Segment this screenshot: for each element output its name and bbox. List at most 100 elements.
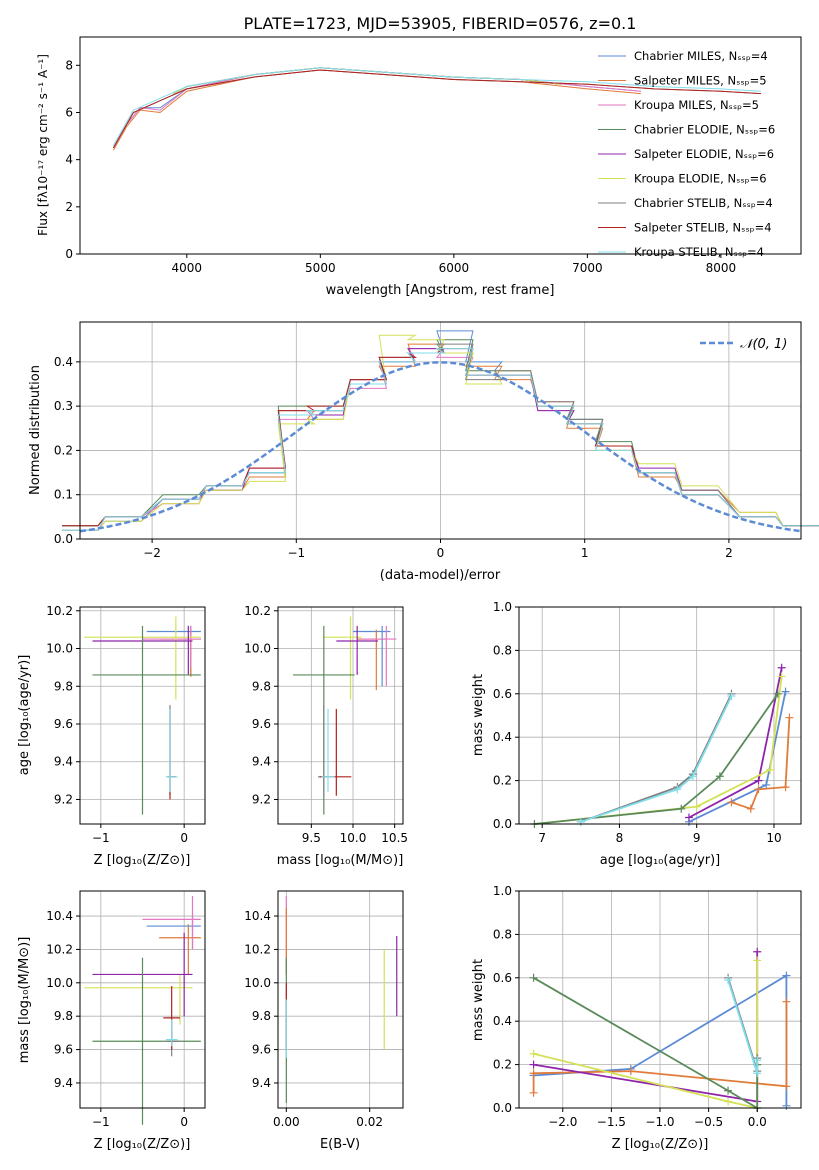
p4-xtick-label: 8 [616, 831, 624, 845]
p5-xtick-label: 0 [180, 1115, 188, 1129]
mass-age-xlabel: mass [log₁₀(M/M⊙)] [277, 853, 404, 868]
p7-ytick-label: 0.8 [493, 927, 512, 941]
spectrum-legend-label: Chabrier MILES, Nₛₛₚ=4 [634, 49, 768, 63]
p7-xtick-label: 0.0 [748, 1115, 767, 1129]
p6-ytick-label: 10.0 [244, 976, 271, 990]
p0-ytick-label: 2 [65, 200, 73, 214]
p3-ytick-label: 9.6 [252, 717, 271, 731]
p6-ytick-label: 9.4 [252, 1076, 271, 1090]
p7-xtick-label: −2.0 [548, 1115, 577, 1129]
p0-ytick-label: 4 [65, 153, 73, 167]
spectrum-legend-label: Kroupa MILES, Nₛₛₚ=5 [634, 98, 759, 112]
p7-point-marker [529, 1069, 538, 1078]
p5-xtick-label: −1 [92, 1115, 110, 1129]
p4-point-marker [677, 804, 686, 813]
p4-point-marker [781, 783, 790, 792]
residual-panel: −2 −1 0 1 2 0.0 0.1 0.2 0.3 0.4 (data-model)/erro… [28, 321, 819, 583]
p5-ytick-label: 10.0 [46, 976, 73, 990]
p2-ytick-label: 10.2 [46, 604, 73, 618]
p0-xtick-label: 5000 [305, 261, 336, 275]
z-age-frame [79, 606, 206, 825]
p7-point-marker [529, 1049, 538, 1058]
p4-series-line [688, 667, 783, 819]
p7-series-line [533, 977, 759, 1110]
p7-point-marker [626, 1067, 635, 1076]
age-weight-ylabel: mass weight [471, 674, 486, 756]
p7-point-marker [753, 1069, 762, 1078]
p4-point-marker [727, 798, 736, 807]
p1-ytick-label: 0.4 [54, 355, 73, 369]
p5-ytick-label: 9.8 [54, 1009, 73, 1023]
p3-ytick-label: 9.2 [252, 792, 271, 806]
z-weight-ylabel: mass weight [471, 959, 486, 1041]
p2-ytick-label: 9.8 [54, 679, 73, 693]
z-age-xlabel: Z [log₁₀(Z/Z⊙)] [94, 853, 191, 868]
p4-point-marker [781, 687, 790, 696]
p7-point-marker [724, 1097, 733, 1106]
p2-xtick-label: −1 [92, 831, 110, 845]
ebv-mass-frame [277, 890, 404, 1109]
p2-ytick-label: 9.4 [54, 755, 73, 769]
spectrum-legend: Chabrier MILES, Nₛₛₚ=4 Salpeter MILES, Nₛ… [598, 49, 775, 259]
p3-ytick-label: 9.4 [252, 755, 271, 769]
p7-point-marker [529, 973, 538, 982]
p4-xtick-label: 10 [766, 831, 781, 845]
p0-xtick-label: 8000 [706, 261, 737, 275]
p1-xtick-label: −2 [143, 546, 161, 560]
p7-point-marker [529, 1088, 538, 1097]
age-weight-panel: 7 8 9 10 0.0 0.2 0.4 0.6 0.8 1.0 age [log₁₀(age/y… [471, 600, 802, 868]
p0-xtick-label: 7000 [572, 261, 603, 275]
p5-ytick-label: 10.4 [46, 909, 73, 923]
spectrum-legend-label: Salpeter MILES, Nₛₛₚ=5 [634, 74, 767, 88]
p6-xtick-label: 0.02 [356, 1115, 383, 1129]
p7-point-marker [782, 997, 791, 1006]
p4-ytick-label: 0.2 [493, 774, 512, 788]
p0-xtick-label: 4000 [172, 261, 203, 275]
p7-ytick-label: 1.0 [493, 884, 512, 898]
ebv-mass-xlabel: E(B-V) [320, 1137, 360, 1152]
p7-point-marker [753, 1056, 762, 1065]
spectrum-title: PLATE=1723, MJD=53905, FIBERID=0576, z=0… [244, 14, 637, 33]
p1-ytick-label: 0.0 [54, 532, 73, 546]
spectrum-series-line [112, 67, 641, 149]
p4-point-marker [746, 804, 755, 813]
spectrum-series-line [112, 67, 761, 146]
z-mass-xlabel: Z [log₁₀(Z/Z⊙)] [94, 1137, 191, 1152]
spectrum-series-line [112, 67, 641, 149]
p7-xtick-label: −1.0 [645, 1115, 674, 1129]
p1-xtick-label: 1 [581, 546, 589, 560]
residual-ylabel: Normed distribution [28, 365, 43, 495]
p4-series-line [580, 695, 733, 823]
p7-point-marker [724, 1086, 733, 1095]
p3-ytick-label: 10.0 [244, 642, 271, 656]
residual-xlabel: (data-model)/error [380, 568, 501, 583]
p4-point-marker [688, 772, 697, 781]
p0-ytick-label: 6 [65, 105, 73, 119]
spectrum-legend-label: Salpeter STELIB, Nₛₛₚ=4 [634, 221, 772, 235]
p4-point-marker [762, 780, 771, 789]
p7-ytick-label: 0.0 [493, 1101, 512, 1115]
p3-ytick-label: 10.2 [244, 604, 271, 618]
p7-ytick-label: 0.2 [493, 1058, 512, 1072]
p2-xtick-label: 0 [180, 831, 188, 845]
p6-xtick-label: 0.00 [273, 1115, 300, 1129]
p3-xtick-label: 10.5 [381, 831, 408, 845]
z-mass-frame [79, 890, 206, 1109]
p4-ytick-label: 0.6 [493, 687, 512, 701]
p6-ytick-label: 9.6 [252, 1043, 271, 1057]
p7-xtick-label: −0.5 [694, 1115, 723, 1129]
p0-xtick-label: 6000 [439, 261, 470, 275]
p2-ytick-label: 10.0 [46, 642, 73, 656]
p4-point-marker [773, 689, 782, 698]
p7-xtick-label: −1.5 [597, 1115, 626, 1129]
gaussian-curve [79, 361, 802, 533]
p0-ytick-label: 0 [65, 247, 73, 261]
p4-point-marker [684, 813, 693, 822]
mass-age-frame [277, 606, 404, 825]
z-mass-ylabel: mass [log₁₀(M/M⊙)] [17, 937, 32, 1064]
spectrum-legend-label: Chabrier ELODIE, Nₛₛₚ=6 [634, 123, 775, 137]
z-weight-xlabel: Z [log₁₀(Z/Z⊙)] [612, 1137, 709, 1152]
p7-point-marker [782, 1082, 791, 1091]
p1-xtick-label: 2 [725, 546, 733, 560]
spectrum-legend-label: Salpeter ELODIE, Nₛₛₚ=6 [634, 147, 774, 161]
